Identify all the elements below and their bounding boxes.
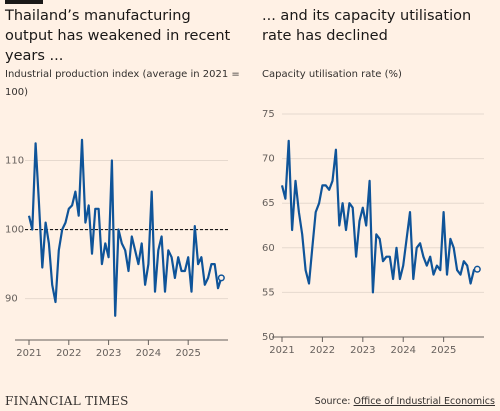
y-tick-label: 60 [262, 243, 275, 254]
end-marker [473, 265, 481, 273]
x-tick-label: 2022 [310, 345, 335, 356]
y-tick-label: 50 [262, 332, 275, 343]
y-tick-label: 70 [262, 154, 275, 165]
y-tick-label: 90 [5, 294, 18, 305]
data-line [280, 139, 478, 294]
chart-subtitle: Capacity utilisation rate (%) [262, 69, 402, 80]
y-tick-label: 65 [262, 198, 275, 209]
y-tick-label: 110 [5, 156, 24, 167]
x-tick-label: 2021 [269, 345, 294, 356]
x-tick-label: 2021 [16, 348, 41, 359]
x-tick-label: 2025 [175, 348, 200, 359]
chart-title: ... and its capacity utilisation rate ha… [262, 8, 472, 44]
chart-subtitle: Industrial production index (average in … [5, 69, 240, 98]
y-tick-label: 75 [262, 109, 275, 120]
source-link[interactable]: Office of Industrial Economics [353, 396, 495, 407]
source: Source: Office of Industrial Economics [315, 396, 495, 407]
y-tick-label: 100 [5, 225, 24, 236]
x-tick-label: 2023 [96, 348, 121, 359]
x-tick-label: 2024 [390, 345, 415, 356]
x-tick-label: 2025 [431, 345, 456, 356]
end-marker [217, 274, 225, 282]
brand: FINANCIAL TIMES [5, 394, 129, 408]
chart-title: Thailand’s manufacturing output has weak… [5, 8, 231, 64]
x-tick-label: 2023 [350, 345, 375, 356]
y-tick-label: 55 [262, 287, 275, 298]
top-bar [5, 0, 43, 4]
x-tick-label: 2022 [56, 348, 81, 359]
x-tick-label: 2024 [136, 348, 161, 359]
source-label: Source: [314, 396, 351, 407]
data-line [27, 138, 223, 317]
